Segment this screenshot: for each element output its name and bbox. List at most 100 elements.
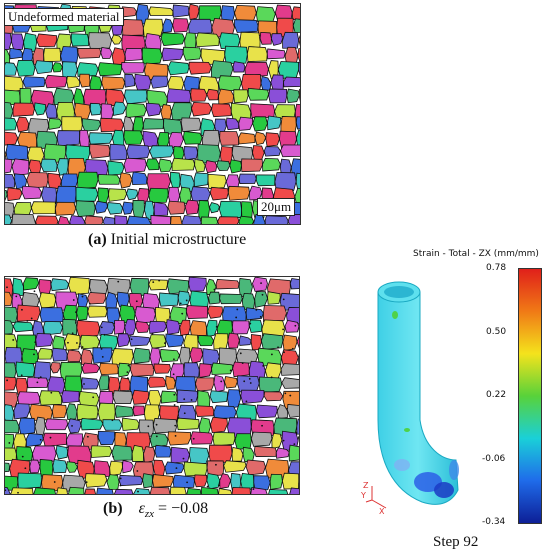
dislocation-dot (277, 346, 279, 349)
grain (295, 116, 300, 130)
dislocation-dot (103, 333, 106, 336)
dislocation-dot (177, 417, 180, 419)
grain (213, 374, 225, 393)
grain (11, 158, 30, 176)
grain (231, 487, 251, 494)
grain (280, 144, 300, 158)
dislocation-dot (192, 437, 195, 440)
deformed-microstructure-map (4, 276, 300, 495)
grain (258, 376, 283, 393)
dislocation-dot (239, 352, 242, 355)
grain (181, 117, 202, 133)
grain (131, 389, 150, 405)
dislocation-dot (172, 362, 175, 365)
grain (177, 290, 191, 306)
dislocation-dot (126, 371, 129, 374)
grain (289, 278, 299, 290)
dislocation-dot (260, 282, 262, 285)
grain (75, 200, 96, 217)
grain (266, 48, 286, 60)
grain (260, 75, 272, 92)
grain (88, 32, 112, 50)
grain (149, 432, 169, 448)
strain-value: = −0.08 (158, 500, 209, 517)
grain (227, 185, 250, 201)
dislocation-dot (152, 281, 155, 284)
dislocation-dot (172, 373, 175, 376)
grain (87, 292, 107, 305)
grain (66, 75, 80, 89)
grain (250, 103, 275, 119)
grain (77, 171, 99, 190)
grain (69, 215, 86, 224)
dislocation-dot (5, 489, 7, 492)
dislocation-dot (100, 348, 103, 350)
grain (194, 158, 206, 173)
dislocation-dot (213, 288, 216, 291)
grain (148, 390, 162, 407)
grain (149, 145, 174, 159)
grain (56, 158, 69, 176)
grain (189, 447, 210, 465)
strain-symbol: ε (138, 500, 145, 517)
grain (134, 306, 156, 324)
grain (143, 446, 156, 464)
grain (254, 291, 269, 308)
grain (62, 318, 78, 336)
dislocation-dot (291, 347, 294, 350)
dislocation-dot (181, 312, 184, 315)
dislocation-dot (282, 439, 285, 442)
dislocation-dot (174, 424, 177, 427)
grain (280, 363, 299, 376)
grain (183, 146, 199, 161)
grain (198, 363, 212, 378)
grain (113, 101, 127, 116)
dislocation-dot (89, 302, 91, 305)
grain (262, 157, 281, 172)
grain (37, 347, 53, 360)
grain (238, 335, 252, 346)
grain (5, 419, 20, 434)
legend-title: Strain - Total - ZX (mm/mm) (413, 249, 539, 259)
dislocation-dot (101, 355, 104, 358)
axis-z: Z (363, 481, 369, 490)
grain (182, 131, 203, 145)
dislocation-dot (270, 376, 273, 379)
grain (188, 277, 207, 292)
axis-y: Y (361, 491, 366, 500)
grain (231, 446, 244, 462)
dislocation-dot (30, 317, 33, 320)
grain (135, 320, 150, 334)
grain (119, 377, 131, 392)
grain (160, 32, 186, 46)
grain (142, 130, 159, 147)
grain (282, 390, 299, 410)
grain (45, 103, 58, 119)
colorbar (518, 268, 542, 524)
grain (5, 173, 16, 189)
dislocation-dot (235, 316, 238, 319)
grain (234, 19, 259, 33)
grain (5, 189, 8, 202)
grain (52, 404, 67, 419)
grain (284, 319, 299, 333)
grain (54, 201, 77, 216)
grain (288, 444, 299, 462)
dislocation-dot (186, 481, 188, 484)
grain (209, 390, 228, 404)
grain (294, 103, 300, 120)
grain (269, 473, 283, 490)
grain (270, 74, 284, 91)
grain (252, 145, 265, 161)
dislocation-dot (295, 431, 298, 434)
grain (97, 174, 121, 185)
grain (66, 403, 78, 421)
grain (92, 347, 113, 364)
grain (48, 118, 63, 130)
grain (121, 417, 140, 431)
grain (166, 319, 181, 335)
dislocation-dot (15, 295, 18, 298)
grain (215, 278, 240, 290)
dislocation-dot (186, 305, 189, 307)
grain (186, 487, 202, 494)
